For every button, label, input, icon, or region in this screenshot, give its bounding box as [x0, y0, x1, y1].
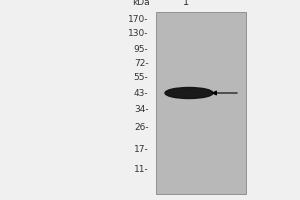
Text: 130-: 130- [128, 28, 148, 38]
Text: 34-: 34- [134, 105, 148, 114]
Text: 55-: 55- [134, 73, 148, 82]
Text: 43-: 43- [134, 88, 148, 98]
Text: 170-: 170- [128, 16, 148, 24]
Text: 11-: 11- [134, 164, 148, 173]
Text: 26-: 26- [134, 122, 148, 132]
Text: 17-: 17- [134, 144, 148, 154]
Text: 1: 1 [183, 0, 189, 7]
Bar [156, 12, 246, 194]
Text: kDa: kDa [132, 0, 150, 7]
Text: 72-: 72- [134, 58, 148, 68]
Text: 95-: 95- [134, 45, 148, 53]
Ellipse shape [165, 88, 213, 99]
